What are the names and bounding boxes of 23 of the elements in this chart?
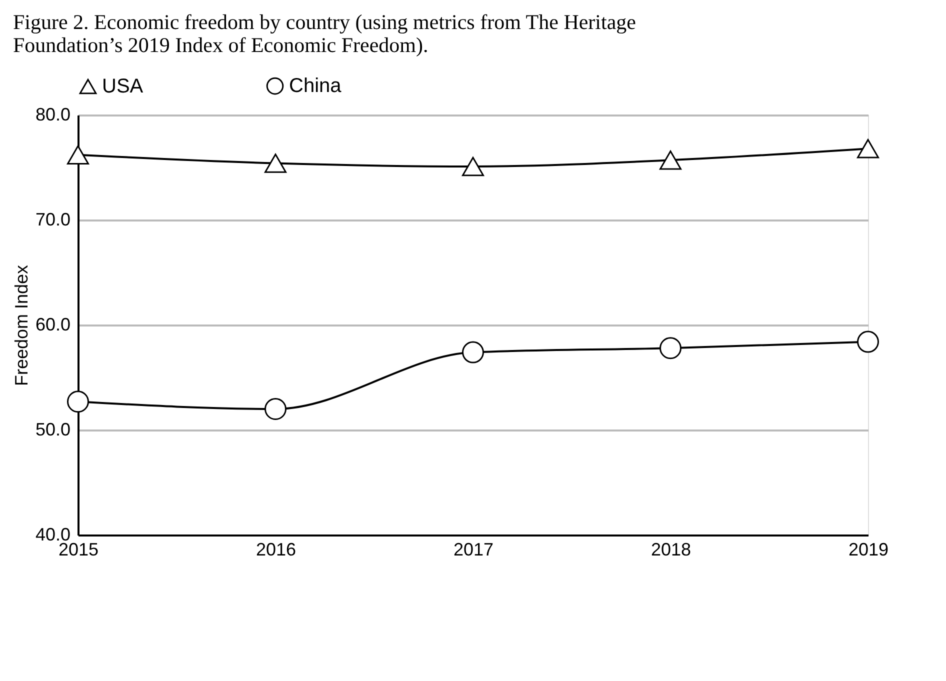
y-tick-label: 50.0 [35,420,70,440]
point [462,156,484,176]
point [660,150,682,170]
point [67,390,89,413]
x-tick-label: 2016 [256,540,296,560]
y-tick-label: 60.0 [35,314,70,334]
point [857,330,879,353]
y-axis-title: Freedom Index [11,264,32,386]
y-tick-label: 80.0 [35,104,70,124]
x-tick-label: 2017 [453,540,494,560]
x-tick-label: 2015 [58,540,99,560]
point [67,145,89,165]
point [857,138,879,158]
legend-label: USA [102,76,144,98]
point [264,398,286,420]
point [264,154,286,173]
y-tick-label: 70.0 [35,210,70,230]
x-tick-label: 2019 [848,540,889,560]
chart-title: Figure 2. Economic freedom by country (using metrics from The Heritage Foundation’s 2019 Index of Economic Freedom). [12,10,636,57]
point [660,337,682,360]
point [462,341,484,364]
legend-label: China [289,75,342,98]
x-tick-label: 2018 [650,540,692,560]
